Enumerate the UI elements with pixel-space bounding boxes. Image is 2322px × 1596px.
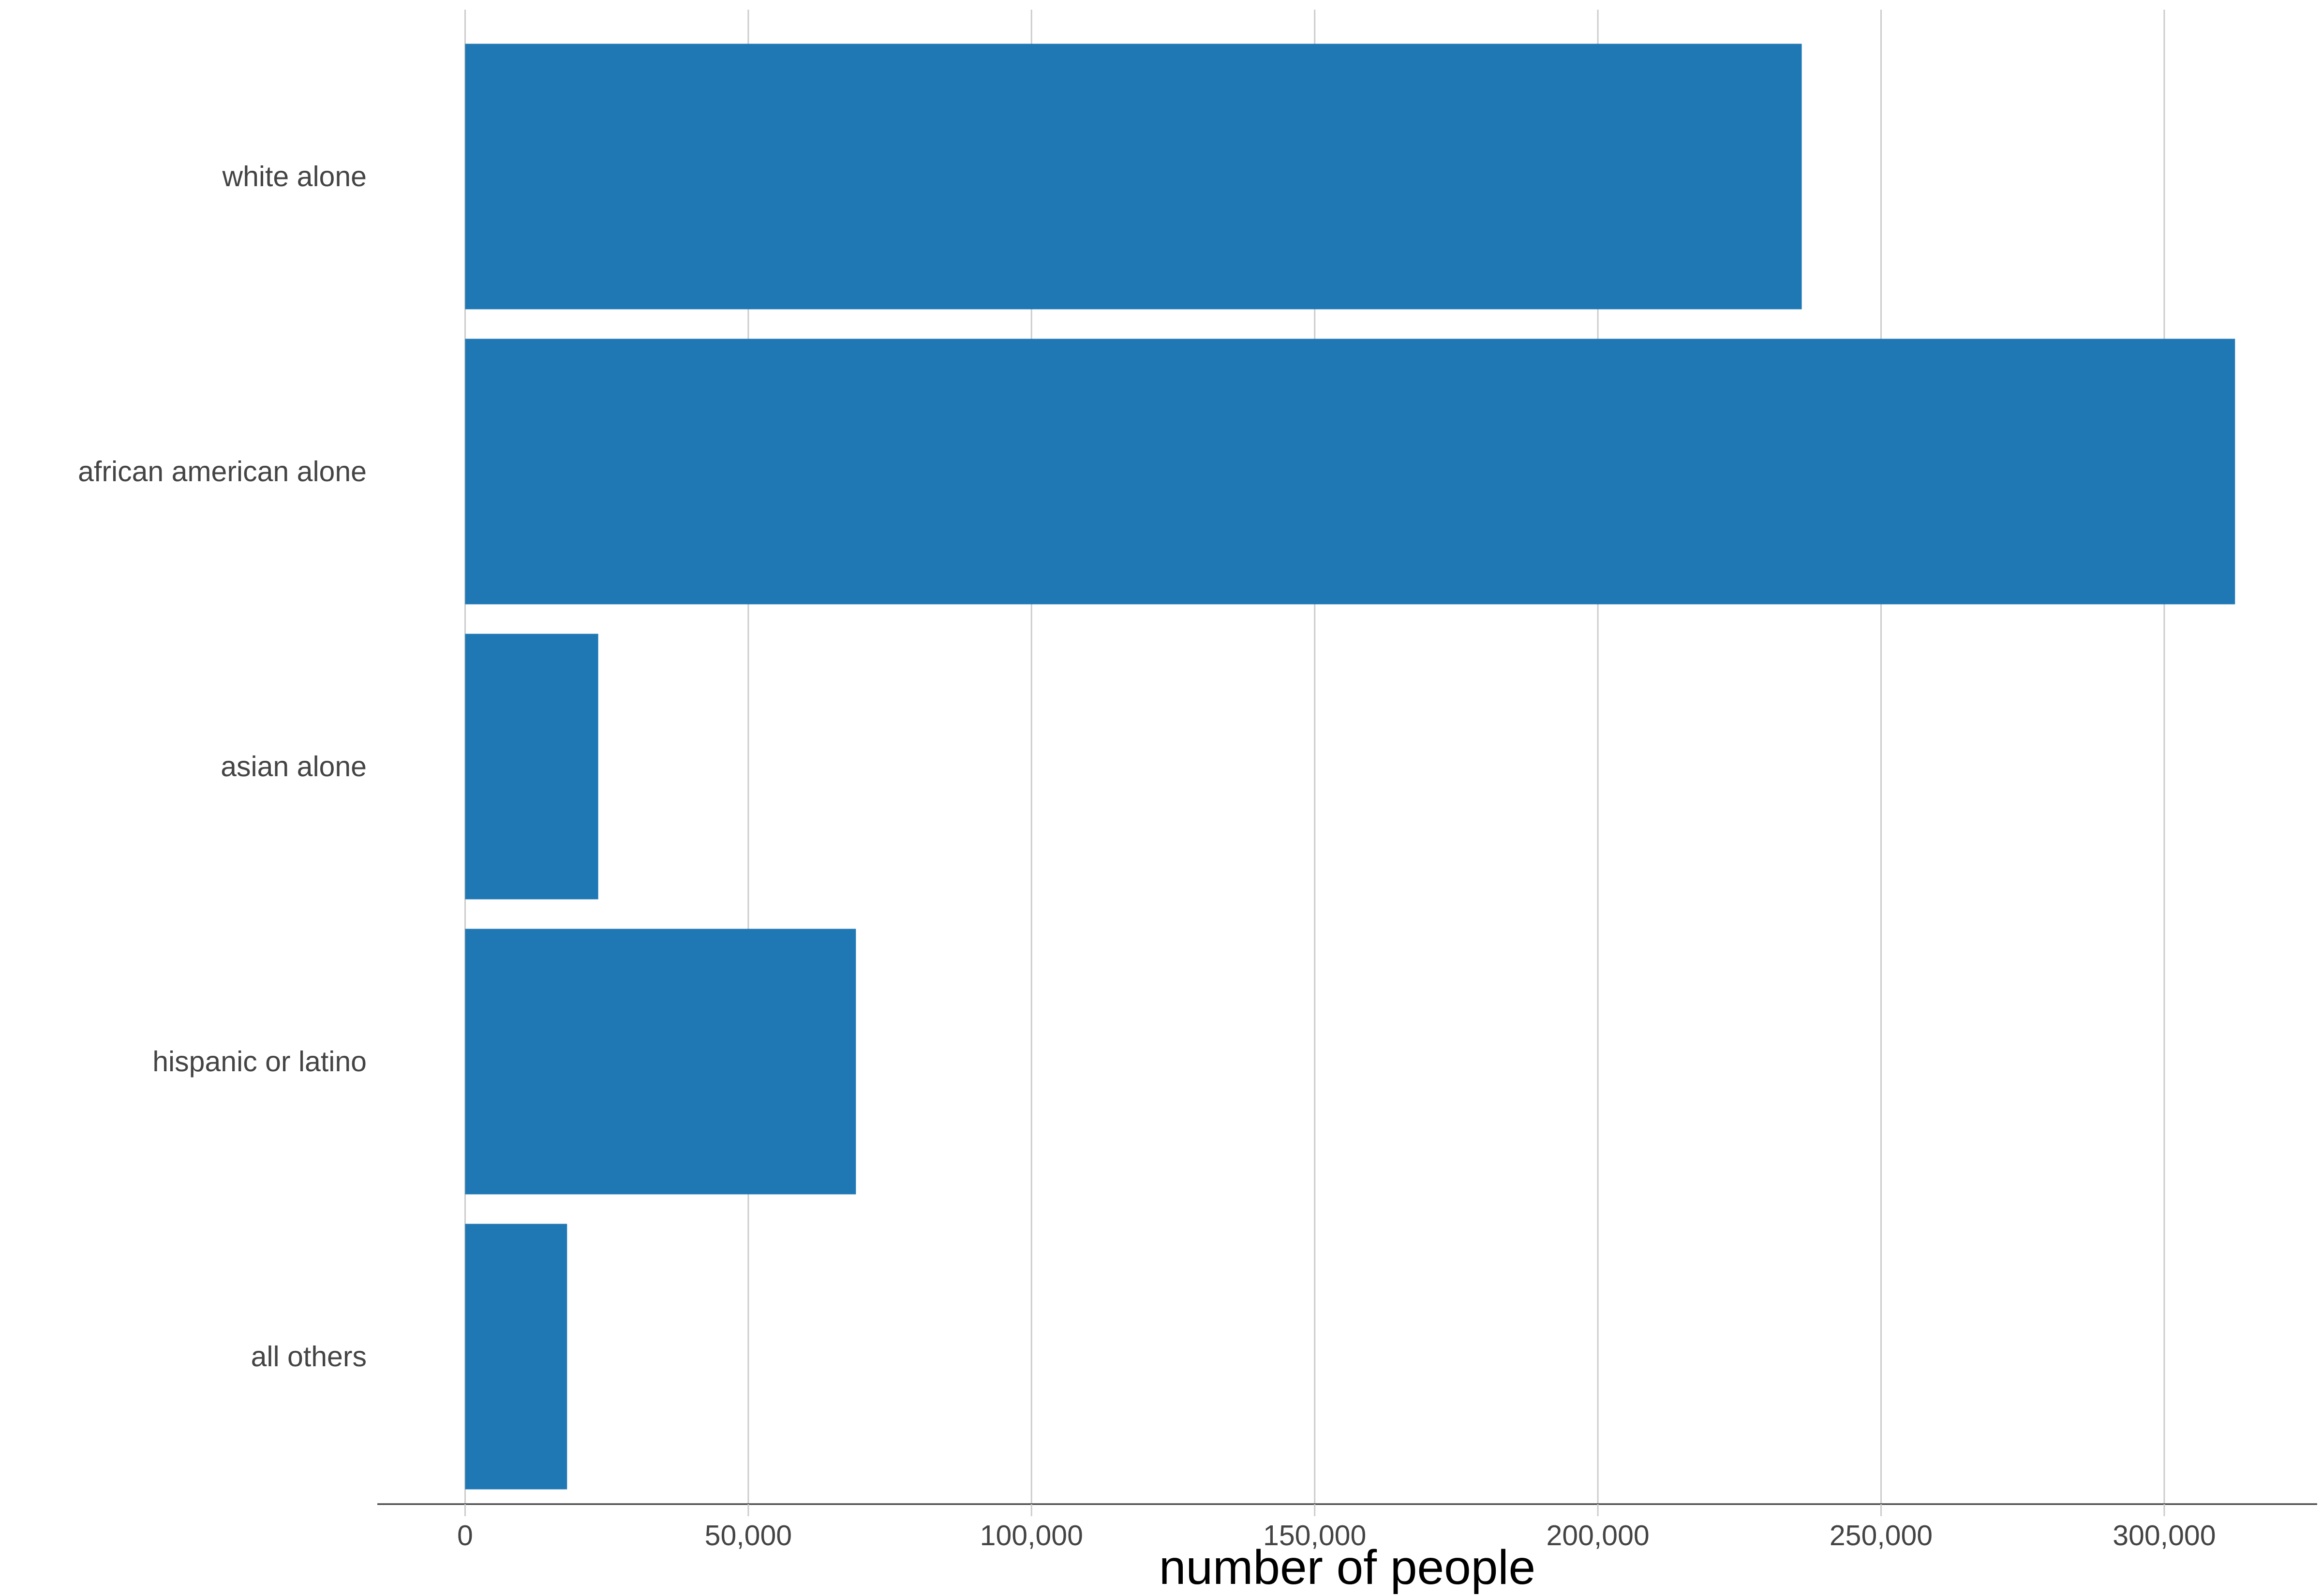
x-tick-label: 0 (457, 1520, 473, 1552)
x-tick-label: 200,000 (1546, 1520, 1649, 1552)
x-tick-label: 150,000 (1263, 1520, 1366, 1552)
category-label: white alone (222, 161, 367, 192)
x-axis-title: number of people (1159, 1540, 1535, 1595)
x-tick-label: 50,000 (705, 1520, 792, 1552)
category-labels: white alone african american alone asian a… (78, 161, 367, 1373)
x-axis-ticks: 0 50,000 100,000 150,000 200,000 250,000 300,0… (457, 1504, 2216, 1552)
bar (465, 929, 856, 1195)
bar (465, 44, 1802, 310)
bars (465, 44, 2235, 1490)
bar (465, 634, 598, 900)
category-label: all others (251, 1341, 367, 1373)
x-tick-label: 250,000 (1830, 1520, 1933, 1552)
bar (465, 1224, 567, 1490)
bar (465, 339, 2235, 605)
category-label: hispanic or latino (152, 1046, 367, 1078)
category-label: asian alone (221, 751, 367, 783)
x-tick-label: 100,000 (980, 1520, 1083, 1552)
x-tick-label: 300,000 (2113, 1520, 2216, 1552)
category-label: african american alone (78, 456, 367, 488)
